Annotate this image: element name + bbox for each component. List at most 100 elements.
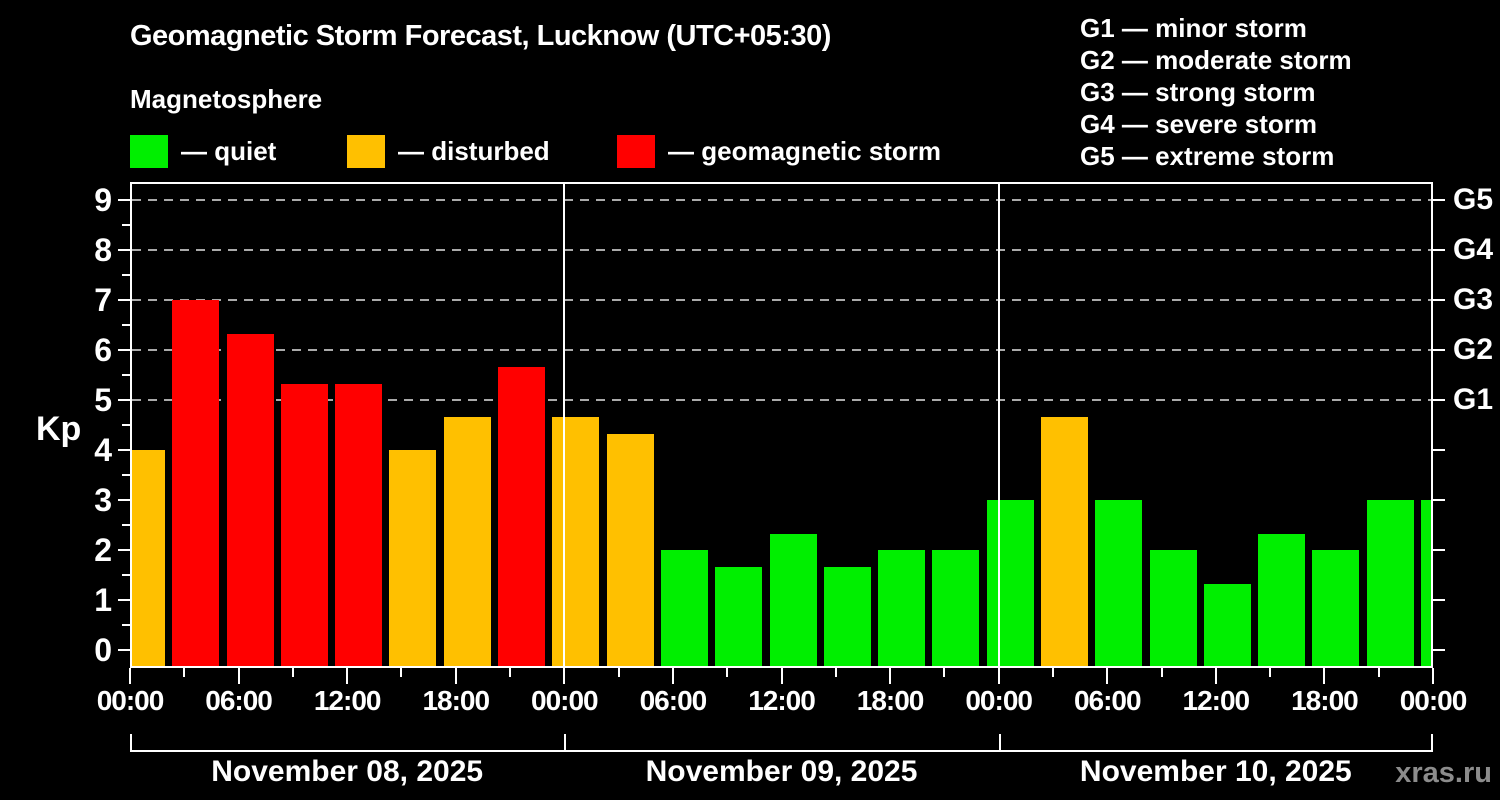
time-tick-label: 00:00 <box>531 685 599 716</box>
kp-bar <box>226 333 274 666</box>
kp-gridline-7 <box>132 299 1431 301</box>
g4-legend-row: G4 — severe storm <box>1080 109 1318 139</box>
y-axis-tick <box>118 649 130 651</box>
right-axis-tick <box>1433 299 1445 301</box>
y-tick-label: 6 <box>94 332 112 368</box>
day-bracket-tick <box>130 734 132 752</box>
kp-bar <box>986 500 1034 666</box>
x-axis-minor-tick <box>400 668 403 677</box>
y-axis-minor-tick <box>122 224 130 226</box>
x-axis-tick <box>563 668 566 684</box>
kp-bar <box>1312 550 1360 666</box>
kp-bar <box>1421 500 1431 666</box>
y-axis-minor-tick <box>122 574 130 576</box>
y-axis-title: Kp <box>36 410 82 448</box>
x-axis-minor-tick <box>834 668 837 677</box>
kp-bar <box>498 366 546 666</box>
quiet-color-swatch <box>130 134 168 168</box>
x-axis-tick <box>454 668 457 684</box>
x-axis-minor-tick <box>726 668 729 677</box>
g-level-label: G5 <box>1453 183 1494 216</box>
y-tick-label: 2 <box>94 532 112 568</box>
y-axis-tick <box>118 199 130 201</box>
time-tick-label: 12:00 <box>748 685 816 716</box>
x-axis-minor-tick <box>183 668 186 677</box>
kp-bar <box>1095 500 1143 666</box>
x-axis-tick <box>1323 668 1326 684</box>
day-bracket-line <box>130 750 1433 752</box>
y-axis-tick <box>118 499 130 501</box>
time-tick-label: 06:00 <box>1073 685 1142 716</box>
x-axis-minor-tick <box>1051 668 1054 677</box>
day-bracket-tick <box>1431 734 1433 752</box>
x-axis-minor-tick <box>1160 668 1163 677</box>
y-tick-label: 0 <box>94 632 112 668</box>
x-axis-tick <box>1106 668 1109 684</box>
x-axis-tick <box>889 668 892 684</box>
legend-label-disturbed: — disturbed <box>398 135 550 166</box>
kp-bar <box>660 550 708 666</box>
kp-bar <box>1203 583 1251 666</box>
right-axis-tick <box>1433 499 1445 501</box>
kp-bar <box>932 550 980 666</box>
y-tick-label: 3 <box>94 482 112 518</box>
kp-bar <box>715 566 763 666</box>
time-tick-label: 00:00 <box>96 685 165 716</box>
watermark: xras.ru <box>1395 757 1492 789</box>
g-level-label: G1 <box>1453 383 1494 416</box>
x-axis-minor-tick <box>1377 668 1380 677</box>
right-axis-tick <box>1433 549 1445 551</box>
right-axis-tick <box>1433 349 1445 351</box>
kp-gridline-5 <box>132 399 1431 401</box>
legend-item-quiet: — quiet <box>130 134 276 168</box>
time-tick-label: 12:00 <box>313 685 382 716</box>
kp-gridline-6 <box>132 349 1431 351</box>
right-axis-tick <box>1433 449 1445 451</box>
x-axis-tick <box>1432 668 1434 684</box>
y-axis-minor-tick <box>122 324 130 326</box>
right-axis-tick <box>1433 199 1445 201</box>
time-tick-label: 18:00 <box>422 685 490 716</box>
kp-bar <box>878 550 926 666</box>
x-axis-minor-tick <box>291 668 294 677</box>
right-axis-tick <box>1433 649 1445 651</box>
y-axis-minor-tick <box>122 374 130 376</box>
y-tick-label: 1 <box>94 582 112 618</box>
chart-subtitle: Magnetosphere <box>130 84 323 114</box>
time-tick-label: 00:00 <box>965 685 1033 716</box>
x-axis-tick <box>780 668 783 684</box>
y-tick-label: 7 <box>94 282 112 318</box>
disturbed-color-swatch <box>347 134 385 168</box>
kp-bar <box>606 433 654 666</box>
y-axis-tick <box>118 449 130 451</box>
y-axis-minor-tick <box>122 524 130 526</box>
y-axis-minor-tick <box>122 274 130 276</box>
right-axis-tick <box>1433 399 1445 401</box>
date-label: November 08, 2025 <box>211 755 484 788</box>
g1-legend-row: G1 — minor storm <box>1080 13 1307 43</box>
y-axis-minor-tick <box>122 424 130 426</box>
kp-bar <box>552 416 600 666</box>
kp-bar <box>389 450 437 666</box>
time-tick-label: 12:00 <box>1182 685 1251 716</box>
g-level-label: G2 <box>1453 333 1494 366</box>
y-tick-label: 9 <box>94 182 112 218</box>
x-axis-tick <box>237 668 240 684</box>
y-axis-tick <box>118 599 130 601</box>
kp-bar <box>132 450 165 666</box>
day-separator <box>997 184 1000 666</box>
date-label: November 10, 2025 <box>1079 755 1352 788</box>
kp-gridline-8 <box>132 249 1431 251</box>
g-scale-legend: G1 — minor storm G2 — moderate storm G3 … <box>1080 12 1352 172</box>
x-axis-tick <box>346 668 349 684</box>
g-level-label: G4 <box>1453 233 1494 266</box>
y-tick-label: 8 <box>94 232 112 268</box>
kp-bar <box>443 416 491 666</box>
right-axis-tick <box>1433 249 1445 251</box>
chart-title: Geomagnetic Storm Forecast, Lucknow (UTC… <box>130 20 831 52</box>
kp-bar <box>1149 550 1197 666</box>
storm-color-swatch <box>617 134 655 168</box>
y-axis-tick <box>118 549 130 551</box>
kp-bar <box>1366 500 1414 666</box>
